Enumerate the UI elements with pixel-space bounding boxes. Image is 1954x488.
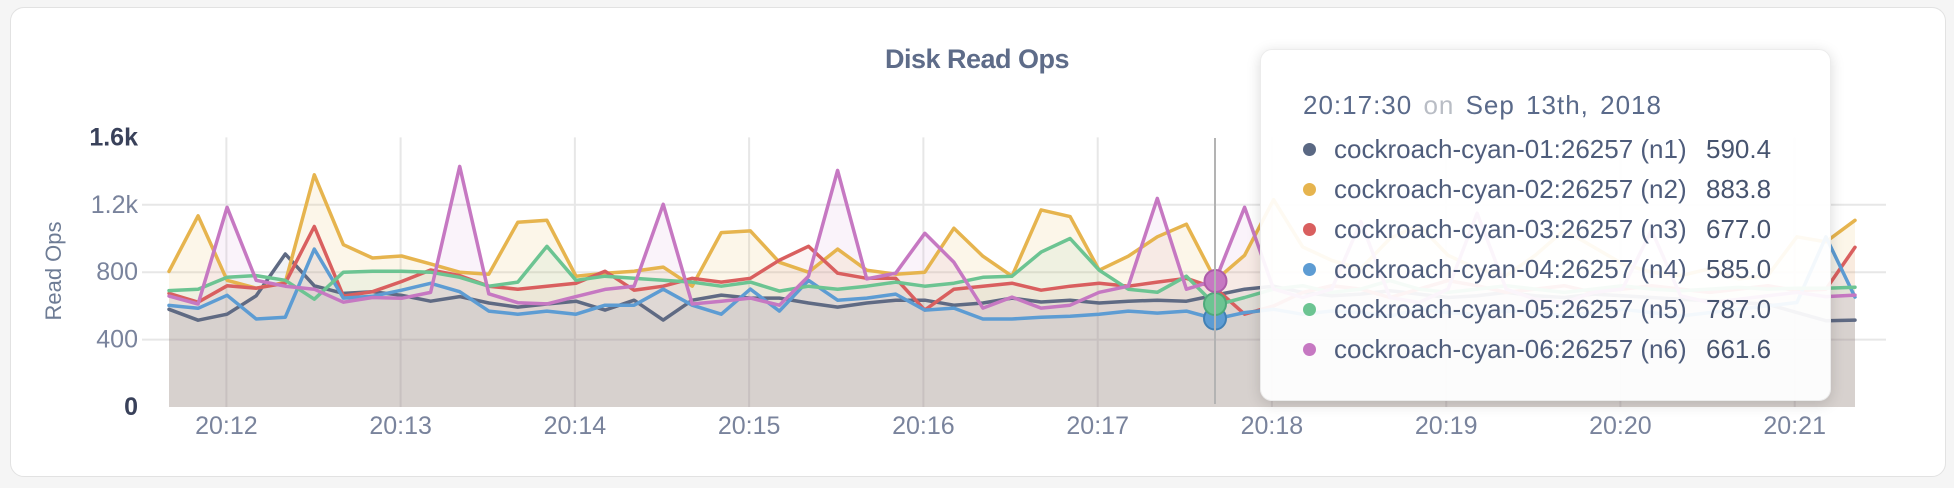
svg-text:20:13: 20:13: [369, 412, 432, 440]
svg-text:20:12: 20:12: [195, 412, 258, 440]
svg-text:Read Ops: Read Ops: [41, 221, 66, 320]
svg-text:800: 800: [96, 258, 138, 286]
svg-text:400: 400: [96, 326, 138, 354]
svg-text:20:15: 20:15: [718, 412, 781, 440]
svg-text:20:14: 20:14: [544, 412, 607, 440]
svg-text:20:19: 20:19: [1415, 412, 1478, 440]
svg-text:1.2k: 1.2k: [91, 191, 139, 219]
svg-text:20:20: 20:20: [1589, 412, 1652, 440]
svg-text:20:18: 20:18: [1241, 412, 1304, 440]
svg-text:20:16: 20:16: [892, 412, 955, 440]
svg-text:20:17: 20:17: [1066, 412, 1129, 440]
svg-text:1.6k: 1.6k: [89, 123, 138, 151]
svg-text:0: 0: [124, 393, 138, 421]
svg-text:20:21: 20:21: [1763, 412, 1826, 440]
